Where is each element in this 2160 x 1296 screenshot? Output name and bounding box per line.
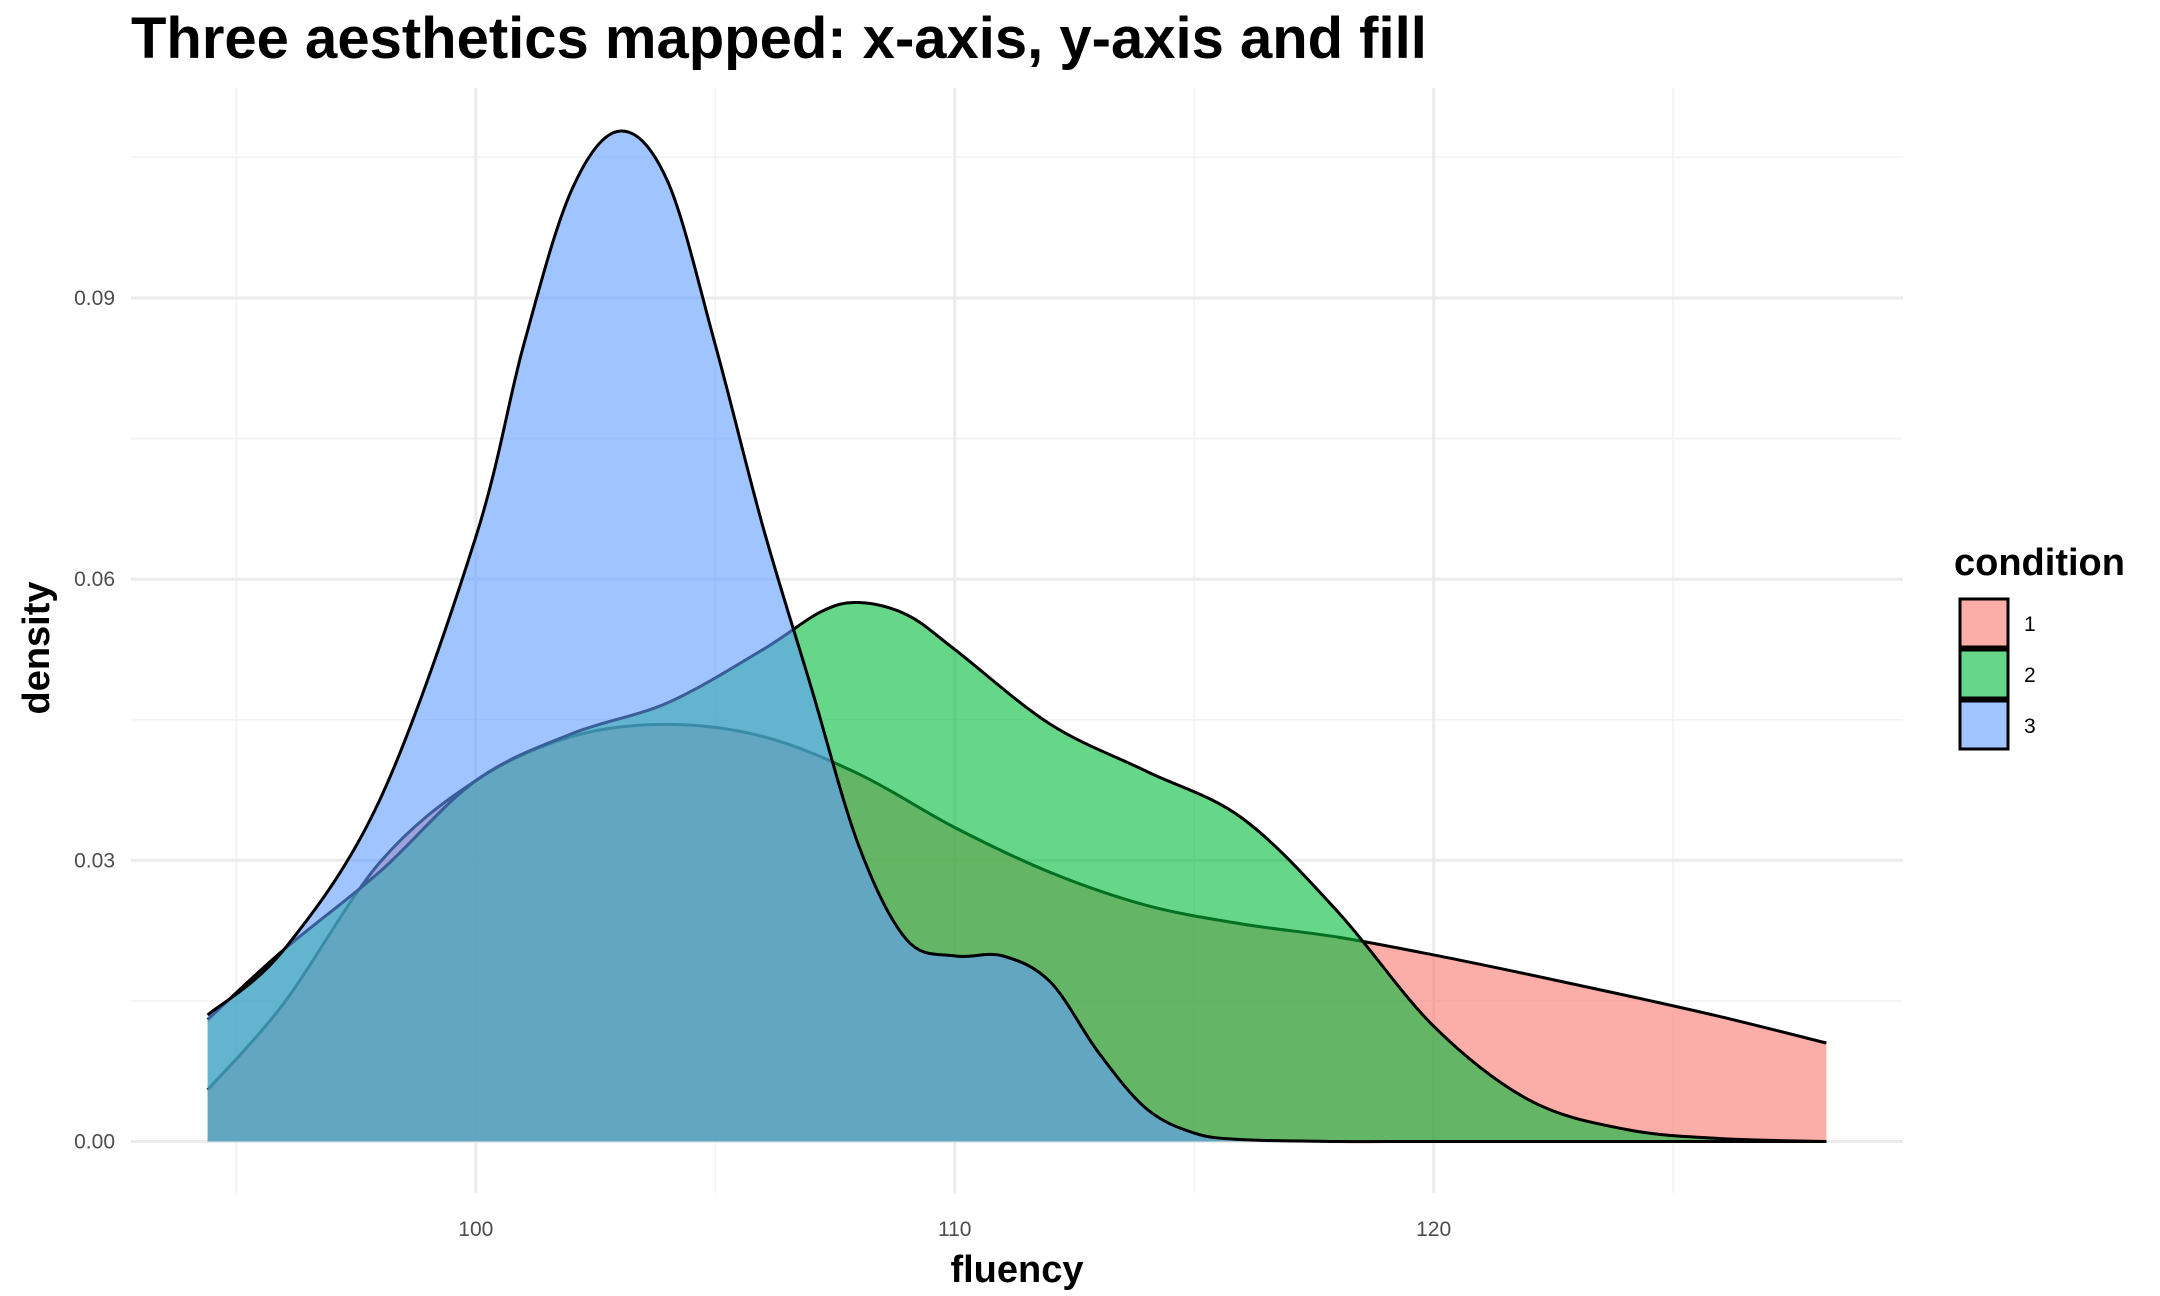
chart-title: Three aesthetics mapped: x-axis, y-axis … [131, 6, 1427, 71]
legend-label-condition-2: 2 [2024, 664, 2036, 687]
x-tick-label: 100 [458, 1218, 493, 1241]
x-tick-labels: 100 110 120 [458, 1218, 1451, 1241]
y-tick-label: 0.00 [74, 1130, 115, 1153]
y-tick-labels: 0.00 0.03 0.06 0.09 [74, 287, 115, 1154]
legend-key-condition-2 [1958, 648, 2010, 700]
legend-title: condition [1954, 542, 2125, 584]
y-tick-label: 0.06 [74, 568, 115, 591]
y-axis-title: density [16, 581, 58, 714]
legend-key-condition-3 [1958, 699, 2010, 751]
y-tick-label: 0.03 [74, 849, 115, 872]
legend-label-condition-3: 3 [2024, 715, 2036, 738]
legend: condition 1 2 3 [1954, 542, 2125, 751]
x-axis-title: fluency [950, 1249, 1083, 1291]
x-tick-label: 110 [938, 1218, 971, 1241]
legend-items: 1 2 3 [1958, 597, 2036, 751]
legend-key-condition-1 [1958, 597, 2010, 649]
y-tick-label: 0.09 [74, 287, 115, 310]
density-area-condition-3 [207, 131, 1827, 1142]
legend-label-condition-1: 1 [2024, 613, 2036, 636]
x-tick-label: 120 [1416, 1218, 1451, 1241]
density-line-condition-3 [206, 129, 1827, 1144]
density-area-layer [206, 129, 1827, 1144]
